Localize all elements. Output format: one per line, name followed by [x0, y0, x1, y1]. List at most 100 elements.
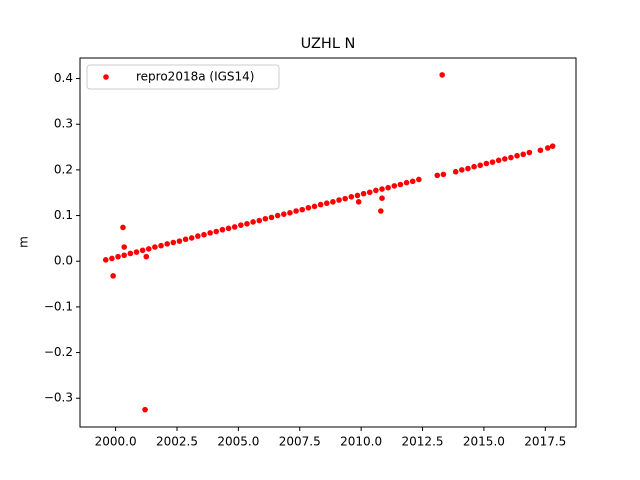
data-point: [440, 171, 447, 178]
x-tick-label: 2007.5: [279, 435, 321, 449]
data-point: [225, 225, 232, 232]
axes-frame: [79, 57, 577, 428]
y-tick-label: 0.4: [54, 71, 73, 85]
data-point: [465, 165, 471, 172]
data-point: [354, 192, 361, 199]
data-point: [391, 183, 398, 189]
data-point: [336, 197, 342, 203]
data-point: [379, 186, 385, 192]
data-point: [403, 179, 410, 186]
data-point: [176, 238, 183, 244]
data-point: [385, 184, 391, 191]
data-point: [549, 143, 556, 149]
data-point: [143, 253, 150, 260]
data-point: [201, 231, 207, 238]
data-point: [330, 199, 336, 205]
data-point: [323, 200, 330, 207]
data-point: [373, 187, 379, 194]
data-point: [170, 239, 177, 246]
data-point: [483, 160, 490, 167]
data-point: [109, 255, 115, 262]
data-point: [145, 246, 152, 252]
data-point: [434, 172, 441, 179]
y-tick-label: 0.2: [54, 162, 73, 176]
x-tick-label: 2015.0: [463, 435, 505, 449]
x-tick-label: 2012.5: [402, 435, 444, 449]
data-point: [471, 163, 477, 170]
x-tick-label: 2010.0: [340, 435, 382, 449]
data-point: [219, 226, 226, 233]
data-point: [182, 236, 189, 243]
data-point: [397, 181, 404, 188]
data-point: [121, 252, 127, 259]
data-point: [355, 199, 362, 205]
data-point: [526, 149, 533, 156]
data-point: [348, 194, 355, 200]
data-point: [416, 176, 422, 183]
data-point: [366, 189, 373, 196]
legend-box: [86, 64, 280, 90]
x-tick-label: 2002.5: [156, 435, 198, 449]
y-axis-label: m: [17, 236, 31, 248]
data-point: [164, 241, 170, 247]
data-point: [115, 253, 121, 260]
y-tick-label: −0.3: [44, 391, 73, 405]
data-point: [195, 233, 201, 239]
data-point: [142, 406, 148, 413]
chart-title: UZHL N: [301, 36, 356, 52]
data-point: [409, 178, 416, 185]
data-point: [342, 195, 348, 202]
y-tick-label: −0.2: [44, 345, 73, 359]
data-point: [268, 214, 275, 221]
data-point: [158, 242, 164, 249]
data-point: [262, 215, 269, 222]
data-point: [139, 247, 146, 254]
data-point: [121, 244, 127, 250]
legend-label: repro2018a (IGS14): [136, 70, 254, 84]
data-point: [544, 145, 551, 151]
data-point: [244, 220, 250, 227]
data-point: [508, 154, 514, 161]
data-point: [293, 208, 299, 214]
data-point: [152, 244, 158, 250]
data-point: [120, 224, 126, 231]
data-point: [299, 206, 306, 213]
data-point: [317, 201, 324, 208]
x-tick-label: 2000.0: [95, 435, 137, 449]
data-point: [281, 211, 287, 217]
y-tick-label: −0.1: [44, 299, 73, 313]
data-point: [520, 151, 527, 158]
data-point: [102, 257, 109, 263]
y-tick-label: 0.3: [54, 117, 73, 131]
x-tick-label: 2005.0: [217, 435, 259, 449]
data-point: [439, 72, 445, 78]
data-point: [360, 190, 367, 197]
data-point: [501, 156, 508, 162]
data-point: [379, 195, 385, 202]
data-point: [207, 230, 213, 236]
data-point: [127, 250, 134, 257]
x-tick-label: 2017.5: [524, 435, 566, 449]
data-point: [477, 162, 484, 169]
data-point: [274, 212, 281, 219]
data-point: [250, 219, 256, 225]
data-point: [377, 208, 384, 214]
data-point: [133, 249, 140, 255]
data-point: [452, 168, 459, 175]
data-point: [514, 152, 520, 159]
data-point: [256, 217, 263, 224]
data-point: [213, 228, 220, 235]
data-point: [537, 147, 544, 154]
data-point: [231, 224, 238, 230]
data-point: [495, 157, 502, 164]
data-point: [459, 167, 465, 173]
data-point: [287, 210, 293, 216]
y-tick-label: 0.0: [54, 254, 73, 268]
legend-marker: [103, 74, 109, 80]
data-point: [311, 203, 318, 210]
data-point: [305, 204, 312, 211]
y-tick-label: 0.1: [54, 208, 73, 222]
data-point: [238, 222, 244, 228]
